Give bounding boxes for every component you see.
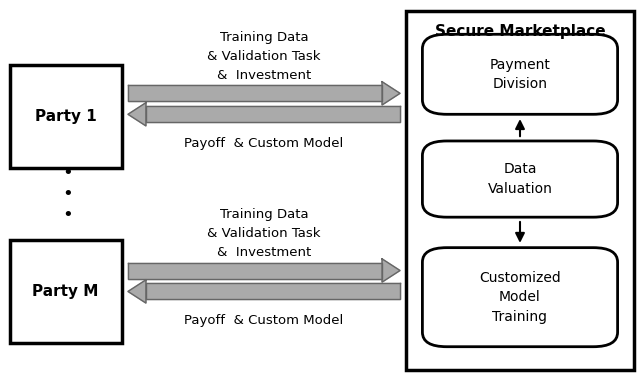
Bar	[10, 65, 122, 168]
Text: Payoff  & Custom Model: Payoff & Custom Model	[184, 314, 344, 327]
Text: Party 1: Party 1	[35, 109, 97, 124]
Text: Party M: Party M	[33, 284, 99, 299]
Text: Training Data
& Validation Task
&  Investment: Training Data & Validation Task & Invest…	[207, 208, 321, 259]
Polygon shape	[382, 259, 400, 282]
Text: Secure Marketplace: Secure Marketplace	[435, 24, 605, 39]
Polygon shape	[146, 106, 400, 122]
Text: •: •	[62, 164, 72, 182]
Polygon shape	[128, 85, 382, 101]
FancyBboxPatch shape	[422, 141, 618, 217]
Bar	[10, 240, 122, 343]
Text: Payment
Division: Payment Division	[490, 58, 550, 91]
Text: •: •	[62, 206, 72, 224]
Polygon shape	[128, 263, 382, 279]
Polygon shape	[146, 283, 400, 299]
Text: Payoff  & Custom Model: Payoff & Custom Model	[184, 137, 344, 150]
Polygon shape	[382, 82, 400, 105]
Text: Training Data
& Validation Task
&  Investment: Training Data & Validation Task & Invest…	[207, 31, 321, 82]
FancyBboxPatch shape	[422, 34, 618, 114]
FancyBboxPatch shape	[422, 248, 618, 347]
Bar	[406, 11, 634, 370]
Text: Customized
Model
Training: Customized Model Training	[479, 271, 561, 324]
Text: Data
Valuation: Data Valuation	[488, 162, 552, 196]
Polygon shape	[128, 280, 146, 303]
Polygon shape	[128, 103, 146, 126]
Text: •: •	[62, 185, 72, 203]
